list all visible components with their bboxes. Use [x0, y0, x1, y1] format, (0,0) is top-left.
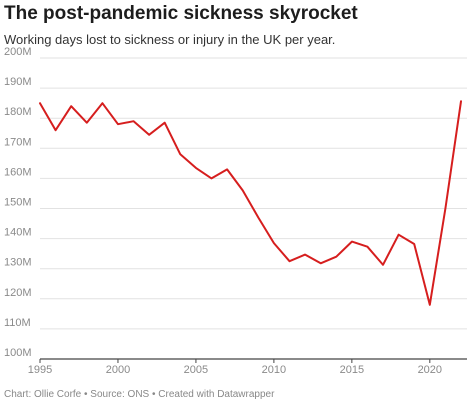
y-tick-label: 190M — [4, 76, 32, 88]
y-tick-label: 160M — [4, 166, 32, 178]
gridlines — [39, 57, 467, 363]
series-line — [39, 100, 462, 306]
x-tick-label: 2005 — [184, 364, 208, 376]
x-tick-label: 2015 — [340, 364, 364, 376]
y-tick-label: 110M — [4, 317, 31, 329]
y-tick-label: 100M — [4, 347, 32, 359]
x-axis-labels: 1995 2000 2005 2010 2015 2020 — [28, 364, 442, 376]
series-layer — [39, 100, 462, 306]
chart-subtitle: Working days lost to sickness or injury … — [4, 32, 336, 47]
y-tick-label: 150M — [4, 197, 32, 209]
y-tick-label: 120M — [4, 287, 32, 299]
x-tick-label: 1995 — [28, 364, 52, 376]
x-tick-label: 2000 — [106, 364, 130, 376]
y-tick-label: 180M — [4, 106, 32, 118]
y-tick-label: 170M — [4, 136, 32, 148]
chart-footer: Chart: Ollie Corfe • Source: ONS • Creat… — [4, 389, 275, 400]
x-tick-label: 2020 — [418, 364, 442, 376]
y-tick-label: 200M — [4, 46, 32, 58]
x-tick-label: 2010 — [262, 364, 286, 376]
chart-title: The post-pandemic sickness skyrocket — [4, 3, 358, 24]
y-axis-labels: 100M 110M 120M 130M 140M 150M 160M 170M 180M 190M… — [4, 46, 32, 359]
y-tick-label: 130M — [4, 257, 32, 269]
y-tick-label: 140M — [4, 227, 32, 239]
